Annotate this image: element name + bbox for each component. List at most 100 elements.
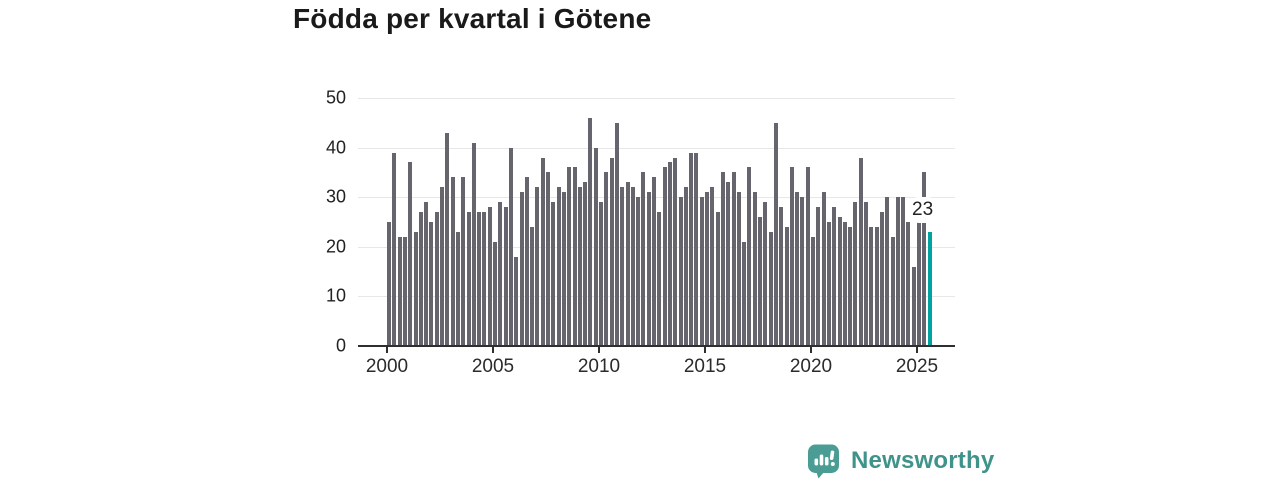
bar[interactable] [524,177,529,346]
newsworthy-logo[interactable]: Newsworthy [806,443,994,479]
bar[interactable] [498,202,503,346]
bar[interactable] [604,172,609,346]
bar[interactable] [424,202,429,346]
bar[interactable] [572,167,577,346]
bar[interactable] [461,177,466,346]
bar[interactable] [736,192,741,346]
bar[interactable] [652,177,656,346]
bar[interactable] [922,172,927,346]
bar[interactable] [392,152,397,346]
bar[interactable] [540,157,545,346]
bar[interactable] [503,207,508,346]
bar[interactable] [641,172,646,346]
bar[interactable] [705,192,709,346]
bar[interactable] [848,226,853,346]
bar[interactable] [408,162,413,346]
bar[interactable] [699,197,704,346]
bar[interactable] [853,202,858,346]
bar[interactable] [646,192,651,346]
bar[interactable] [842,222,847,346]
bar[interactable] [752,192,757,346]
bar[interactable] [593,147,598,346]
bar[interactable] [551,202,556,346]
bar[interactable] [864,202,868,346]
bar[interactable] [917,202,921,346]
bar[interactable] [487,207,492,346]
bar[interactable] [779,207,784,346]
bar[interactable] [599,202,603,346]
bar[interactable] [800,197,805,346]
bar[interactable] [482,212,487,346]
bar[interactable] [731,172,736,346]
bar[interactable] [795,192,800,346]
bar[interactable] [683,187,688,346]
bar[interactable] [837,217,842,346]
bar[interactable] [773,122,778,346]
bar[interactable] [387,222,391,346]
bar[interactable] [869,226,874,346]
bar[interactable] [567,167,572,346]
bar[interactable] [609,157,614,346]
bar[interactable] [720,172,725,346]
bar[interactable] [614,122,619,346]
bar[interactable] [662,167,667,346]
bar[interactable] [556,187,561,346]
bar[interactable] [858,157,863,346]
bar[interactable] [673,157,678,346]
bar[interactable] [689,152,694,346]
bar[interactable] [890,236,895,346]
bar[interactable] [588,117,593,346]
bar[interactable] [657,212,662,346]
bar[interactable] [726,182,731,346]
bar[interactable] [445,132,450,346]
bar[interactable] [911,266,916,346]
bar[interactable] [784,226,789,346]
bar[interactable] [747,167,752,346]
bar[interactable] [466,212,471,346]
bar[interactable] [508,147,513,346]
bar[interactable] [583,182,588,346]
bar[interactable] [397,236,402,346]
bar[interactable] [811,236,815,346]
bar[interactable] [885,197,890,346]
bar[interactable] [477,212,482,346]
bar[interactable] [742,241,747,346]
bar[interactable] [758,217,762,346]
bar[interactable] [434,212,439,346]
bar[interactable] [901,197,906,346]
bar[interactable] [625,182,630,346]
bar[interactable] [906,222,911,346]
bar[interactable] [874,226,879,346]
bar[interactable] [514,256,519,346]
bar[interactable] [450,177,455,346]
bar[interactable] [561,192,566,346]
bar[interactable] [710,187,715,346]
bar[interactable] [546,172,550,346]
bar[interactable] [413,231,418,346]
bar[interactable] [805,167,810,346]
bar[interactable] [636,197,641,346]
bar[interactable] [678,197,683,346]
bar[interactable] [493,241,497,346]
bar-latest-quarter[interactable] [927,231,932,346]
bar[interactable] [816,207,821,346]
bar[interactable] [879,212,884,346]
bar[interactable] [455,231,460,346]
bar[interactable] [418,212,423,346]
bar[interactable] [821,192,826,346]
bar[interactable] [826,222,831,346]
bar[interactable] [620,187,625,346]
bar[interactable] [535,187,540,346]
bar[interactable] [763,202,768,346]
bar[interactable] [768,231,773,346]
bar[interactable] [667,162,672,346]
bar[interactable] [429,222,434,346]
bar[interactable] [519,192,524,346]
bar[interactable] [577,187,582,346]
bar[interactable] [694,152,699,346]
bar[interactable] [789,167,794,346]
bar[interactable] [630,187,635,346]
bar[interactable] [715,212,720,346]
bar[interactable] [402,236,407,346]
bar[interactable] [530,226,535,346]
